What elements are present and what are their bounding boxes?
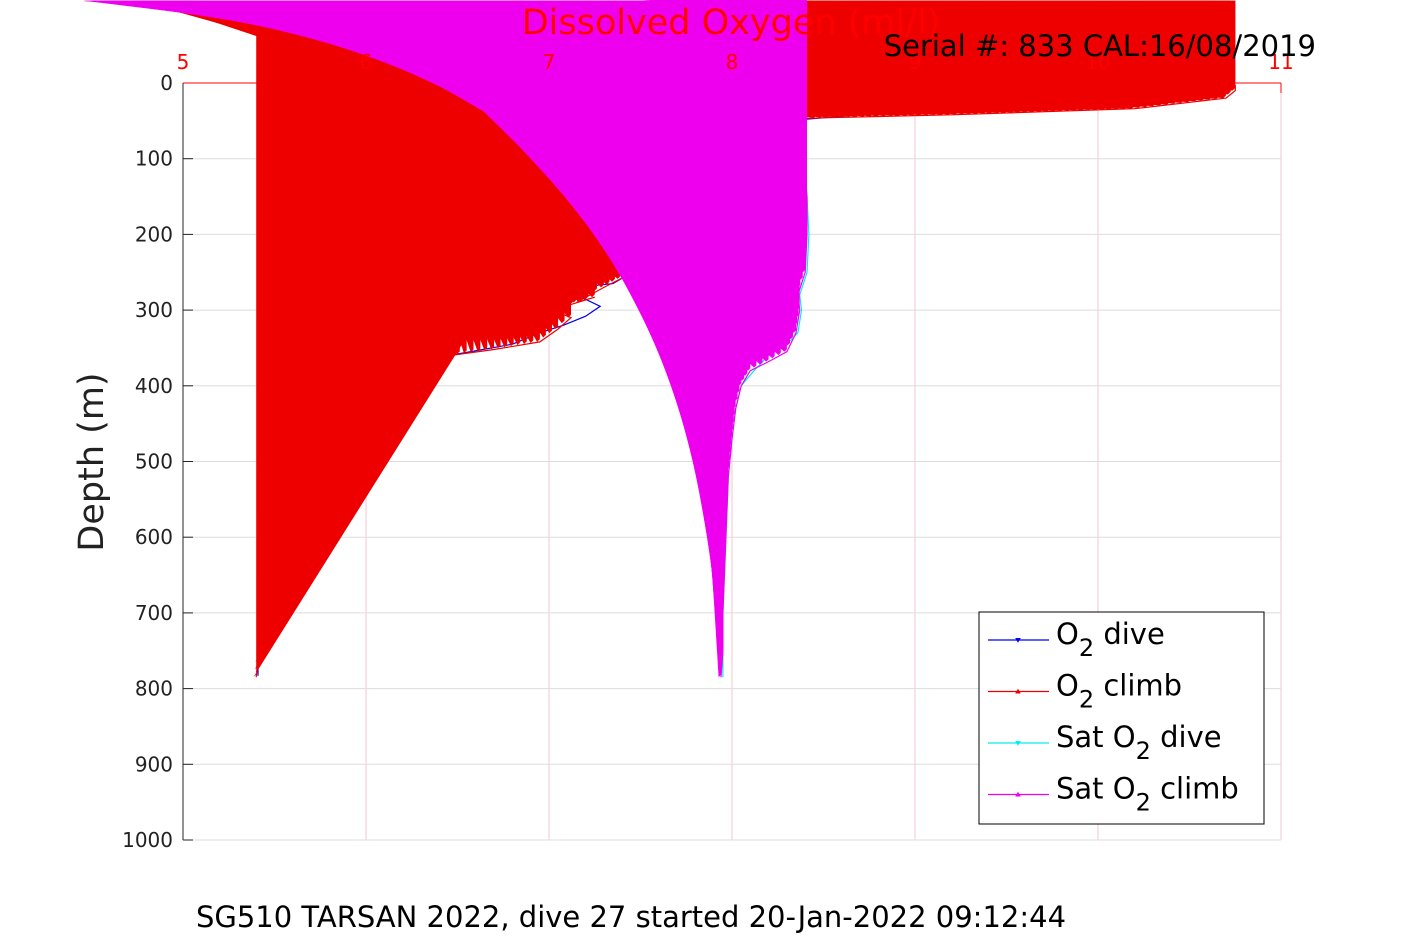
y-tick-label: 600 bbox=[135, 525, 173, 549]
legend-marker bbox=[1015, 638, 1021, 643]
legend-marker bbox=[1015, 741, 1021, 746]
legend-marker bbox=[1015, 688, 1021, 694]
legend-entry: O2 climb bbox=[1056, 669, 1182, 714]
legend-main: Sat O bbox=[1056, 772, 1136, 806]
legend-subscript: 2 bbox=[1079, 686, 1094, 714]
legend-main: Sat O bbox=[1056, 720, 1136, 754]
chart-caption: SG510 TARSAN 2022, dive 27 started 20-Ja… bbox=[196, 900, 1066, 934]
legend-rest: dive bbox=[1151, 720, 1222, 754]
legend-main: O bbox=[1056, 669, 1079, 703]
data-point bbox=[368, 0, 373, 373]
x-tick-label: 6 bbox=[360, 50, 373, 74]
y-tick-label: 100 bbox=[135, 147, 173, 171]
y-tick-label: 900 bbox=[135, 752, 173, 776]
x-tick-label: 5 bbox=[177, 50, 190, 74]
y-tick-label: 400 bbox=[135, 374, 173, 398]
legend-entry: Sat O2 dive bbox=[1056, 720, 1222, 765]
chart-subtitle: Serial #: 833 CAL:16/08/2019 bbox=[884, 29, 1316, 63]
data-point bbox=[83, 0, 771, 84]
x-tick-label: 9 bbox=[909, 50, 922, 74]
chart-title: Dissolved Oxygen (ml/l) bbox=[522, 3, 941, 43]
y-tick-label: 800 bbox=[135, 677, 173, 701]
legend-rest: dive bbox=[1094, 617, 1165, 651]
y-tick-label: 0 bbox=[160, 71, 173, 95]
legend-box bbox=[978, 611, 1265, 825]
legend-subscript: 2 bbox=[1136, 737, 1151, 765]
legend-main: O bbox=[1056, 617, 1079, 651]
y-axis-label: Depth (m) bbox=[72, 372, 112, 551]
tick-labels: 5 6 7 8 9 10 11 0 100 200 300 400 500 600 700 800 900 100… bbox=[122, 50, 1294, 852]
series-layer bbox=[83, 0, 1236, 678]
x-tick-label: 10 bbox=[1085, 50, 1110, 74]
legend-marker bbox=[1015, 791, 1021, 797]
x-tick-label: 11 bbox=[1268, 50, 1293, 74]
y-tick-label: 500 bbox=[135, 450, 173, 474]
y-tick-label: 300 bbox=[135, 298, 173, 322]
legend-rest: climb bbox=[1094, 669, 1182, 703]
x-tick-label: 8 bbox=[726, 50, 739, 74]
legend-entry: O2 dive bbox=[1056, 617, 1165, 662]
series-sat-o2-climb bbox=[83, 0, 808, 678]
y-tick-label: 700 bbox=[135, 601, 173, 625]
x-tick-label: 7 bbox=[543, 50, 556, 74]
data-point bbox=[361, 0, 374, 374]
legend-subscript: 2 bbox=[1079, 634, 1094, 662]
y-tick-label: 1000 bbox=[122, 828, 173, 852]
y-tick-label: 200 bbox=[135, 222, 173, 246]
legend-rest: climb bbox=[1151, 772, 1239, 806]
legend-entry: Sat O2 climb bbox=[1056, 772, 1239, 817]
legend-subscript: 2 bbox=[1136, 789, 1151, 817]
